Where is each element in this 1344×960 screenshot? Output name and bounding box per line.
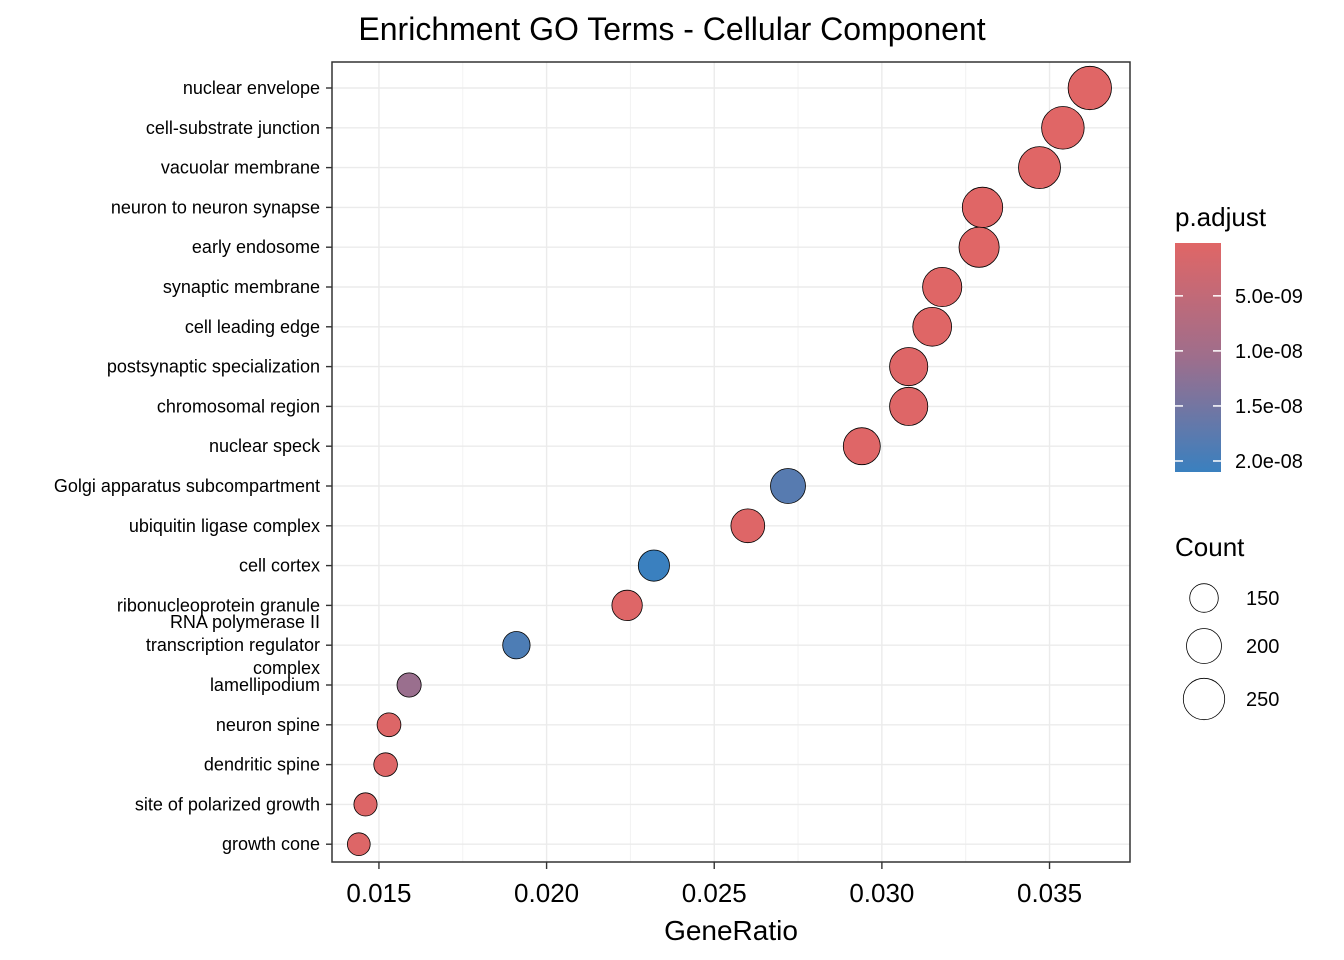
- data-point: [730, 508, 766, 544]
- data-point: [611, 589, 643, 622]
- y-tick-label: growth cone: [222, 834, 320, 854]
- data-point: [770, 468, 806, 504]
- color-legend-label: 1.0e-08: [1235, 341, 1303, 363]
- data-points: [346, 65, 1112, 856]
- x-tick-label: 0.030: [849, 878, 914, 908]
- panel-border: [331, 61, 1131, 863]
- y-tick-label: cell leading edge: [185, 317, 320, 337]
- y-tick-label: dendritic spine: [204, 755, 320, 775]
- size-legend-key: [1182, 677, 1226, 721]
- y-tick-label: nuclear envelope: [183, 78, 320, 98]
- panel-grid: [332, 62, 1130, 862]
- size-legend-label: 200: [1246, 636, 1279, 658]
- y-tick-label: lamellipodium: [210, 675, 320, 695]
- x-axis: 0.015 0.020 0.025 0.030 0.035: [346, 862, 1082, 908]
- x-tick-label: 0.015: [346, 878, 411, 908]
- data-point: [373, 752, 398, 777]
- color-legend-label: 1.5e-08: [1235, 396, 1303, 418]
- color-legend-label: 2.0e-08: [1235, 451, 1303, 473]
- size-legend-key: [1186, 628, 1222, 664]
- y-tick-label: neuron spine: [216, 715, 320, 735]
- size-legend-label: 250: [1246, 689, 1279, 711]
- color-legend-bar: [1175, 243, 1221, 472]
- x-tick-label: 0.035: [1017, 878, 1082, 908]
- size-legend-key: [1189, 583, 1219, 613]
- y-tick-label: nuclear speck: [209, 436, 321, 456]
- size-legend: Count 150 200 250: [1175, 532, 1279, 721]
- x-tick-label: 0.020: [514, 878, 579, 908]
- y-tick-label: site of polarized growth: [135, 794, 320, 814]
- data-point: [1067, 65, 1112, 111]
- chart-title: Enrichment GO Terms - Cellular Component: [358, 11, 985, 47]
- data-point: [889, 347, 929, 387]
- x-tick-label: 0.025: [682, 878, 747, 908]
- y-tick-label: ubiquitin ligase complex: [129, 516, 320, 536]
- data-point: [922, 266, 963, 307]
- y-tick-label: synaptic membrane: [163, 277, 320, 297]
- y-tick-label: neuron to neuron synapse: [111, 197, 320, 217]
- y-tick-label: early endosome: [192, 237, 320, 257]
- data-point: [1041, 106, 1085, 150]
- data-point: [502, 631, 531, 660]
- x-axis-label: GeneRatio: [664, 915, 798, 946]
- data-point: [396, 672, 422, 698]
- color-legend-title: p.adjust: [1175, 202, 1267, 232]
- y-tick-label: ribonucleoprotein granule: [117, 595, 320, 615]
- y-tick-label: vacuolar membrane: [161, 158, 320, 178]
- data-point: [376, 712, 402, 738]
- y-tick-label: cell-substrate junction: [146, 118, 320, 138]
- y-axis: nuclear envelope cell-substrate junction v…: [54, 78, 332, 854]
- y-tick-label: cell cortex: [239, 556, 320, 576]
- data-point: [889, 386, 929, 426]
- y-tick-label: RNA polymerase II transcription regulator…: [146, 612, 320, 678]
- size-legend-label: 150: [1246, 588, 1279, 610]
- color-legend: p.adjust 5.0e-09 1.0e-08 1.5e-08 2.0e-08: [1175, 202, 1303, 473]
- data-point: [1018, 146, 1061, 190]
- data-point: [912, 306, 952, 347]
- data-point: [961, 186, 1004, 228]
- size-legend-title: Count: [1175, 532, 1245, 562]
- y-tick-label: Golgi apparatus subcompartment: [54, 476, 320, 496]
- y-tick-label: postsynaptic specialization: [107, 357, 320, 377]
- data-point: [346, 832, 371, 856]
- data-point: [353, 792, 378, 817]
- data-point: [637, 549, 670, 582]
- y-tick-label: chromosomal region: [157, 396, 320, 416]
- color-legend-label: 5.0e-09: [1235, 286, 1303, 308]
- data-point: [958, 226, 1000, 268]
- data-point: [842, 427, 881, 466]
